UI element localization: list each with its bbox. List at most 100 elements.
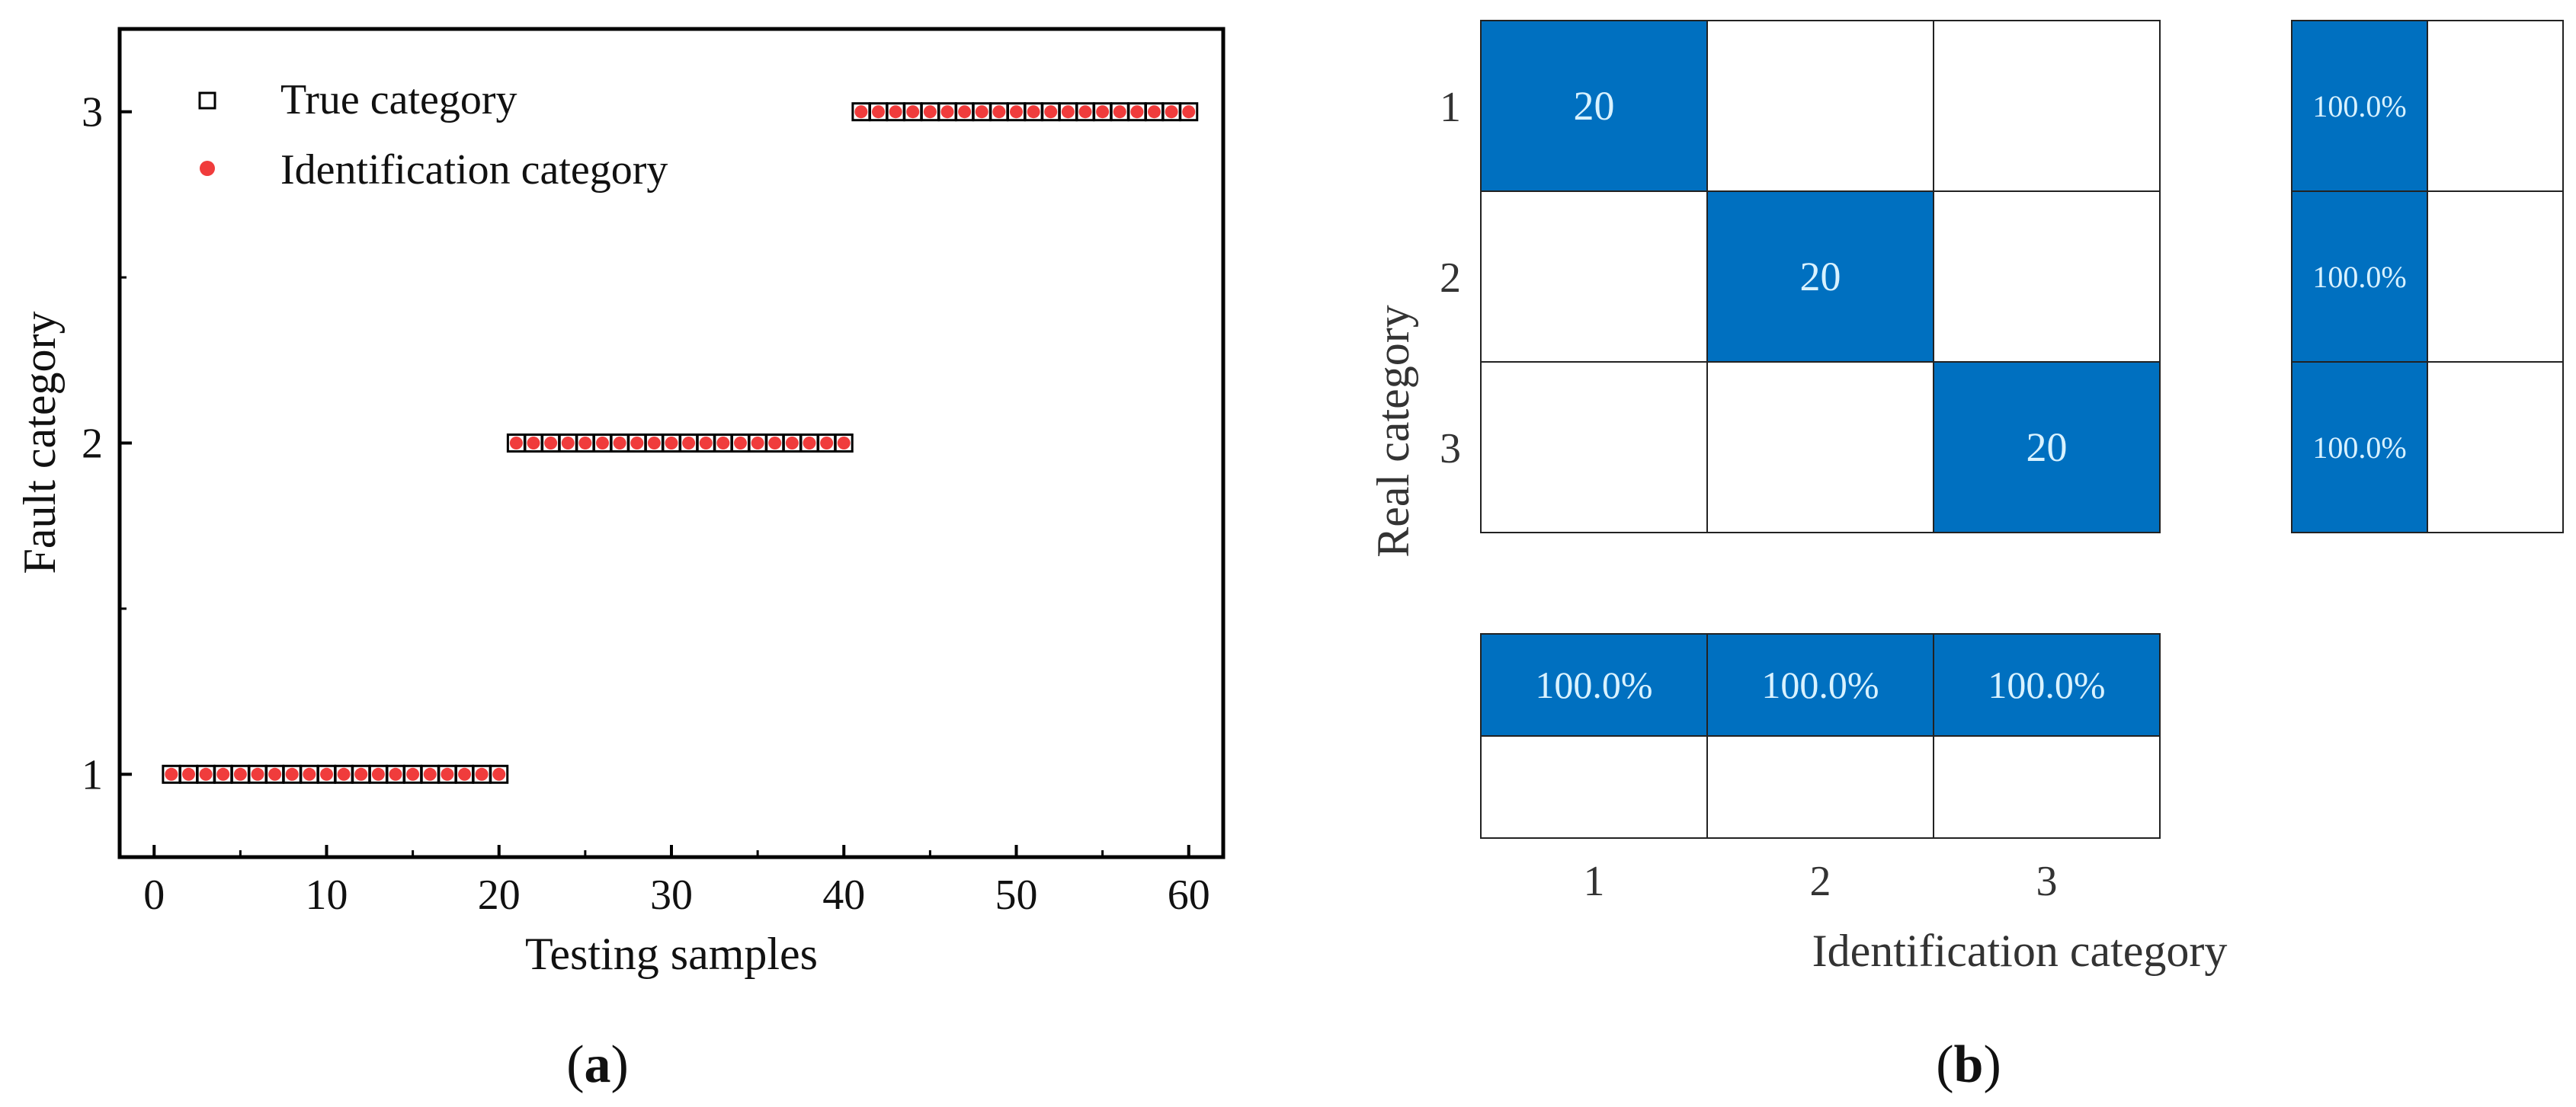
identification-category-point <box>1010 105 1023 119</box>
row-summary-cell <box>2427 190 2564 363</box>
column-summary-cell <box>1933 633 2161 737</box>
legend-marker-identification-category <box>200 161 215 176</box>
identification-category-point <box>406 767 420 781</box>
identification-category-axis-title: Identification category <box>1812 926 2228 976</box>
identification-category-point <box>578 437 592 450</box>
confusion-matrix-grid: 20 20 20 <box>1480 20 2161 533</box>
identification-category-point <box>734 437 747 450</box>
row-summary-cell <box>2427 20 2564 192</box>
y-tick-label: 2 <box>82 421 103 468</box>
matrix-cell <box>1706 190 1934 363</box>
identification-category-tick-labels: 1 2 3 <box>1584 858 2058 905</box>
identification-category-point <box>1165 105 1178 119</box>
identification-category-point <box>1130 105 1144 119</box>
panel-b-caption: (b) <box>1936 1035 2001 1094</box>
x-tick-label: 20 <box>478 872 521 919</box>
identification-category-point <box>337 767 351 781</box>
identification-category-point <box>320 767 333 781</box>
identification-category-point <box>354 767 368 781</box>
identification-category-point <box>251 767 264 781</box>
identification-category-point <box>906 105 920 119</box>
identification-category-point <box>199 767 213 781</box>
legend-label-identification-category: Identification category <box>280 146 668 194</box>
identification-category-point <box>699 437 713 450</box>
identification-category-point <box>268 767 282 781</box>
row-summary-cell <box>2291 190 2428 363</box>
identification-category-point <box>285 767 299 781</box>
identification-category-point <box>165 767 178 781</box>
identification-category-point <box>630 437 644 450</box>
y-tick-label: 1 <box>82 751 103 798</box>
identification-category-point <box>492 767 506 781</box>
x-tick-label: 10 <box>306 872 348 919</box>
identification-category-point <box>923 105 937 119</box>
identification-category-point <box>389 767 402 781</box>
identification-category-point <box>751 437 764 450</box>
row-summary-value: 100.0% <box>2312 260 2406 294</box>
identification-category-point <box>441 767 454 781</box>
identification-category-point <box>1182 105 1196 119</box>
identification-category-point <box>854 105 868 119</box>
identification-category-point <box>1096 105 1110 119</box>
identification-category-tick: 2 <box>1810 858 1831 905</box>
matrix-cell <box>1706 20 1934 192</box>
row-summary-grid: 100.0% 100.0% 100.0% <box>2291 20 2564 533</box>
true-category-series <box>162 102 1199 784</box>
identification-category-point <box>233 767 247 781</box>
identification-category-point <box>303 767 316 781</box>
column-summary-cell <box>1480 735 1708 839</box>
x-axis-ticks: 0 10 20 30 40 50 60 <box>143 845 1210 919</box>
identification-category-point <box>768 437 782 450</box>
identification-category-point <box>837 437 851 450</box>
identification-category-point <box>1027 105 1040 119</box>
identification-category-point <box>820 437 834 450</box>
identification-category-point <box>1044 105 1058 119</box>
identification-category-point <box>958 105 972 119</box>
panel-a-caption: (a) <box>566 1035 629 1094</box>
column-summary-cell <box>1933 735 2161 839</box>
identification-category-point <box>596 437 609 450</box>
identification-category-point <box>682 437 696 450</box>
identification-category-point <box>1061 105 1075 119</box>
x-tick-label: 50 <box>995 872 1038 919</box>
identification-category-point <box>889 105 902 119</box>
identification-category-point <box>371 767 385 781</box>
column-summary-value: 100.0% <box>1988 664 2105 706</box>
matrix-cell-value: 20 <box>1574 83 1615 129</box>
x-tick-label: 0 <box>143 872 165 919</box>
identification-category-point <box>665 437 678 450</box>
y-tick-label: 3 <box>82 89 103 136</box>
matrix-cell-value: 20 <box>2027 424 2068 470</box>
panel-a-scatter-chart: 0 10 20 30 40 50 60 1 2 3 True category Identifi… <box>14 27 1226 1094</box>
identification-category-point <box>561 437 575 450</box>
identification-category-point <box>975 105 988 119</box>
identification-category-point <box>940 105 954 119</box>
real-category-tick-labels: 1 2 3 <box>1440 84 1461 472</box>
identification-category-point <box>216 767 230 781</box>
x-tick-label: 60 <box>1168 872 1210 919</box>
identification-category-tick: 3 <box>2036 858 2058 905</box>
identification-category-point <box>992 105 1006 119</box>
identification-category-point <box>458 767 471 781</box>
identification-category-point <box>785 437 799 450</box>
real-category-axis-title: Real category <box>1368 305 1418 558</box>
x-tick-label: 30 <box>650 872 693 919</box>
identification-category-point <box>613 437 626 450</box>
matrix-cell <box>1933 190 2161 363</box>
matrix-cell-value: 20 <box>1800 254 1841 299</box>
identification-category-point <box>544 437 558 450</box>
identification-category-point <box>527 437 540 450</box>
legend-label-true-category: True category <box>280 76 517 123</box>
identification-category-point <box>647 437 661 450</box>
column-summary-value: 100.0% <box>1761 664 1879 706</box>
column-summary-cell <box>1706 735 1934 839</box>
matrix-cell <box>1480 361 1708 533</box>
real-category-tick: 3 <box>1440 425 1461 472</box>
matrix-cell <box>1480 190 1708 363</box>
row-summary-value: 100.0% <box>2312 430 2406 465</box>
column-summary-grid: 100.0% 100.0% 100.0% <box>1480 633 2161 839</box>
column-summary-value: 100.0% <box>1535 664 1652 706</box>
row-summary-cell <box>2291 361 2428 533</box>
